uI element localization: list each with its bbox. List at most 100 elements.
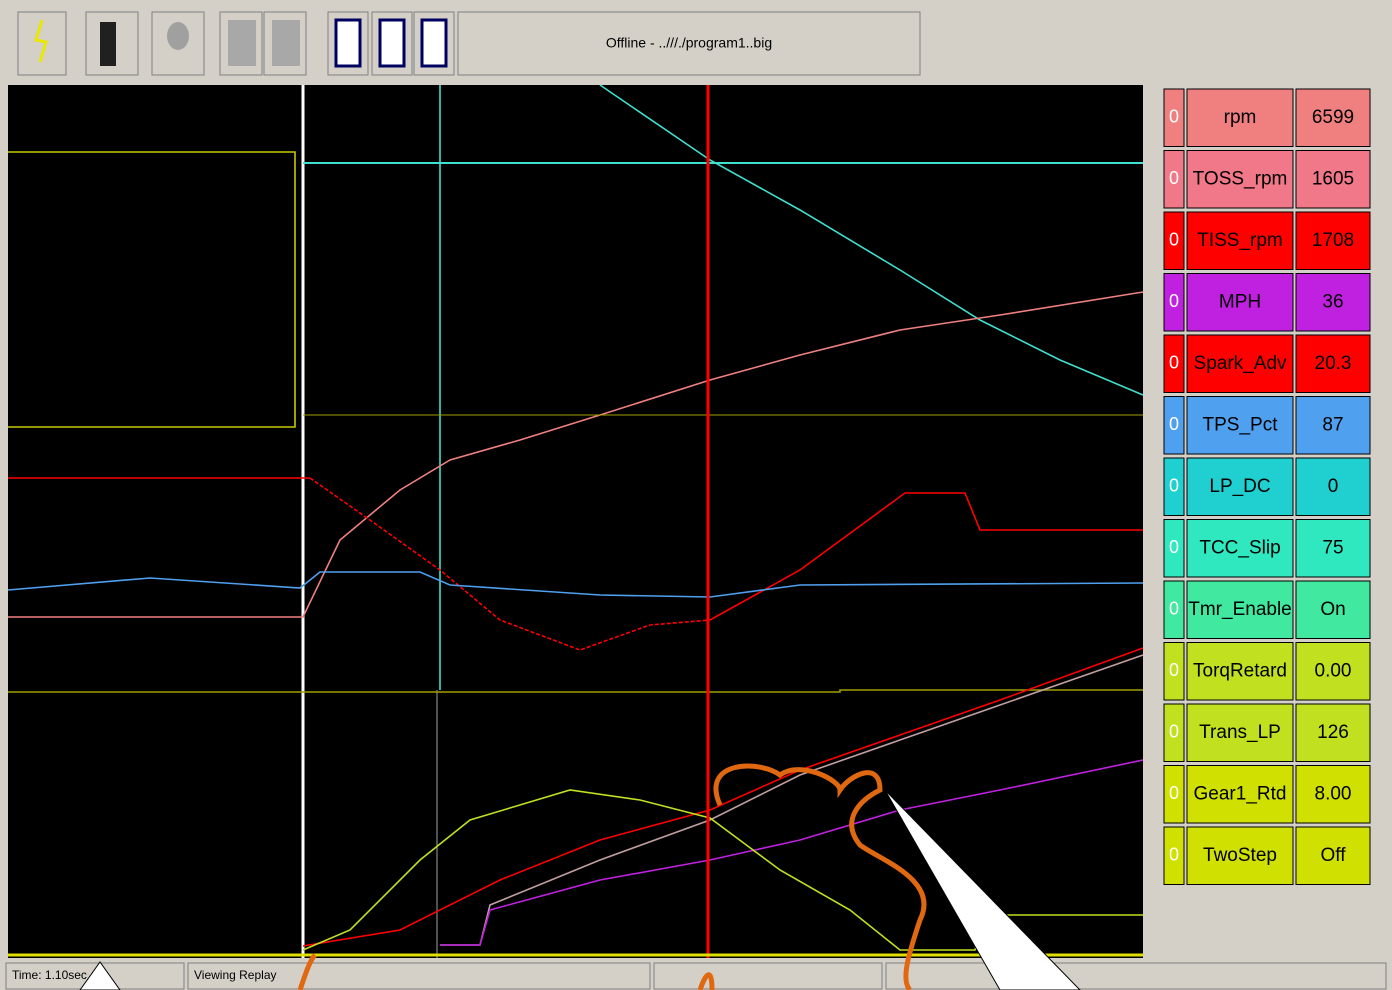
channel-name: TCC_Slip [1199,537,1280,558]
channel-name: TwoStep [1203,845,1277,866]
channel-indicator: 0 [1169,783,1179,803]
value-cell [1295,519,1371,578]
icon [167,22,189,50]
trace [302,789,1143,951]
value-cell [1295,765,1371,824]
channel-value: 0 [1328,476,1339,497]
value-cell [1295,273,1371,332]
channel-value: 6599 [1312,107,1354,128]
trace [8,291,1144,618]
trace [302,647,1144,947]
trace [8,151,296,428]
status-mode: Viewing Replay [194,968,277,982]
value-cell [1295,211,1371,270]
trace [7,571,1144,598]
indicator-cell [1163,273,1185,332]
icon [334,18,362,68]
channel-name: TISS_rpm [1197,230,1283,251]
status-pane [187,962,651,990]
channel-rows: 0 rpm 6599 0 TOSS_rpm 1605 0 TISS_rpm 1708 0 MPH 36… [1163,88,1371,885]
value-cell [1295,150,1371,209]
channel-indicator: 0 [1169,168,1179,188]
channel-indicator: 0 [1169,845,1179,865]
callout-cloud [297,763,927,990]
channel-name: TPS_Pct [1203,414,1279,435]
channel-indicator: 0 [1169,414,1179,434]
channel-name: rpm [1224,107,1257,128]
value-cell [1295,703,1371,762]
channel-name: LP_DC [1209,476,1270,497]
title-box [457,11,921,76]
status-pane [885,962,1387,990]
channel-indicator: 0 [1169,353,1179,373]
channel-value: 20.3 [1315,353,1352,374]
icon [100,22,116,66]
indicator-cell [1163,703,1185,762]
trace [309,477,711,651]
indicator-cell [1163,826,1185,885]
indicator-cell [1163,642,1185,701]
channel-indicator: 0 [1169,537,1179,557]
value-cell [1295,826,1371,885]
channel-name: TorqRetard [1193,660,1287,681]
channel-value: On [1320,599,1345,620]
traces [7,84,1144,958]
name-cell [1186,273,1294,332]
channel-value: 1605 [1312,168,1354,189]
value-cell [1295,396,1371,455]
channel-indicator: 0 [1169,599,1179,619]
value-cell [1295,334,1371,393]
channel-name: Spark_Adv [1194,353,1287,374]
name-cell [1186,826,1294,885]
status-time: Time: 1.10sec [12,968,87,982]
channel-indicator: 0 [1169,230,1179,250]
name-cell [1186,457,1294,516]
value-cell [1295,457,1371,516]
callout-pointer [79,961,121,990]
channel-indicator: 0 [1169,291,1179,311]
name-cell [1186,88,1294,147]
channel-value: 87 [1322,414,1343,435]
trace [709,492,1143,621]
value-cell [1295,642,1371,701]
indicator-cell [1163,150,1185,209]
icon [420,18,448,68]
value-cell [1295,88,1371,147]
value-cell [1295,580,1371,639]
channel-value: 126 [1317,722,1349,743]
trace [8,689,1143,693]
channel-indicator: 0 [1169,107,1179,127]
name-cell [1186,150,1294,209]
name-cell [1186,334,1294,393]
channel-name: Gear1_Rtd [1194,783,1287,804]
indicator-cell [1163,519,1185,578]
indicator-cell [1163,334,1185,393]
channel-indicator: 0 [1169,476,1179,496]
channel-value: 0.00 [1315,660,1352,681]
channel-name: MPH [1219,291,1261,312]
toolbar-buttons [17,11,921,76]
channel-indicator: 0 [1169,722,1179,742]
indicator-cell [1163,765,1185,824]
channel-value: Off [1321,845,1347,866]
status-bar [0,960,1392,990]
name-cell [1186,519,1294,578]
callout-pointer [884,789,1081,990]
trace [440,759,1144,946]
indicator-cell [1163,88,1185,147]
indicator-cell [1163,396,1185,455]
name-cell [1186,765,1294,824]
channel-indicator: 0 [1169,660,1179,680]
icon [228,20,256,66]
icon [378,18,406,68]
trace [599,84,1144,396]
indicator-cell [1163,211,1185,270]
icon [272,20,300,66]
annotation [79,763,1081,990]
channel-value: 36 [1322,291,1343,312]
channel-name: Tmr_Enable [1188,599,1292,620]
channel-name: TOSS_rpm [1193,168,1288,189]
window-title: Offline - ..///./program1..big [606,35,772,51]
